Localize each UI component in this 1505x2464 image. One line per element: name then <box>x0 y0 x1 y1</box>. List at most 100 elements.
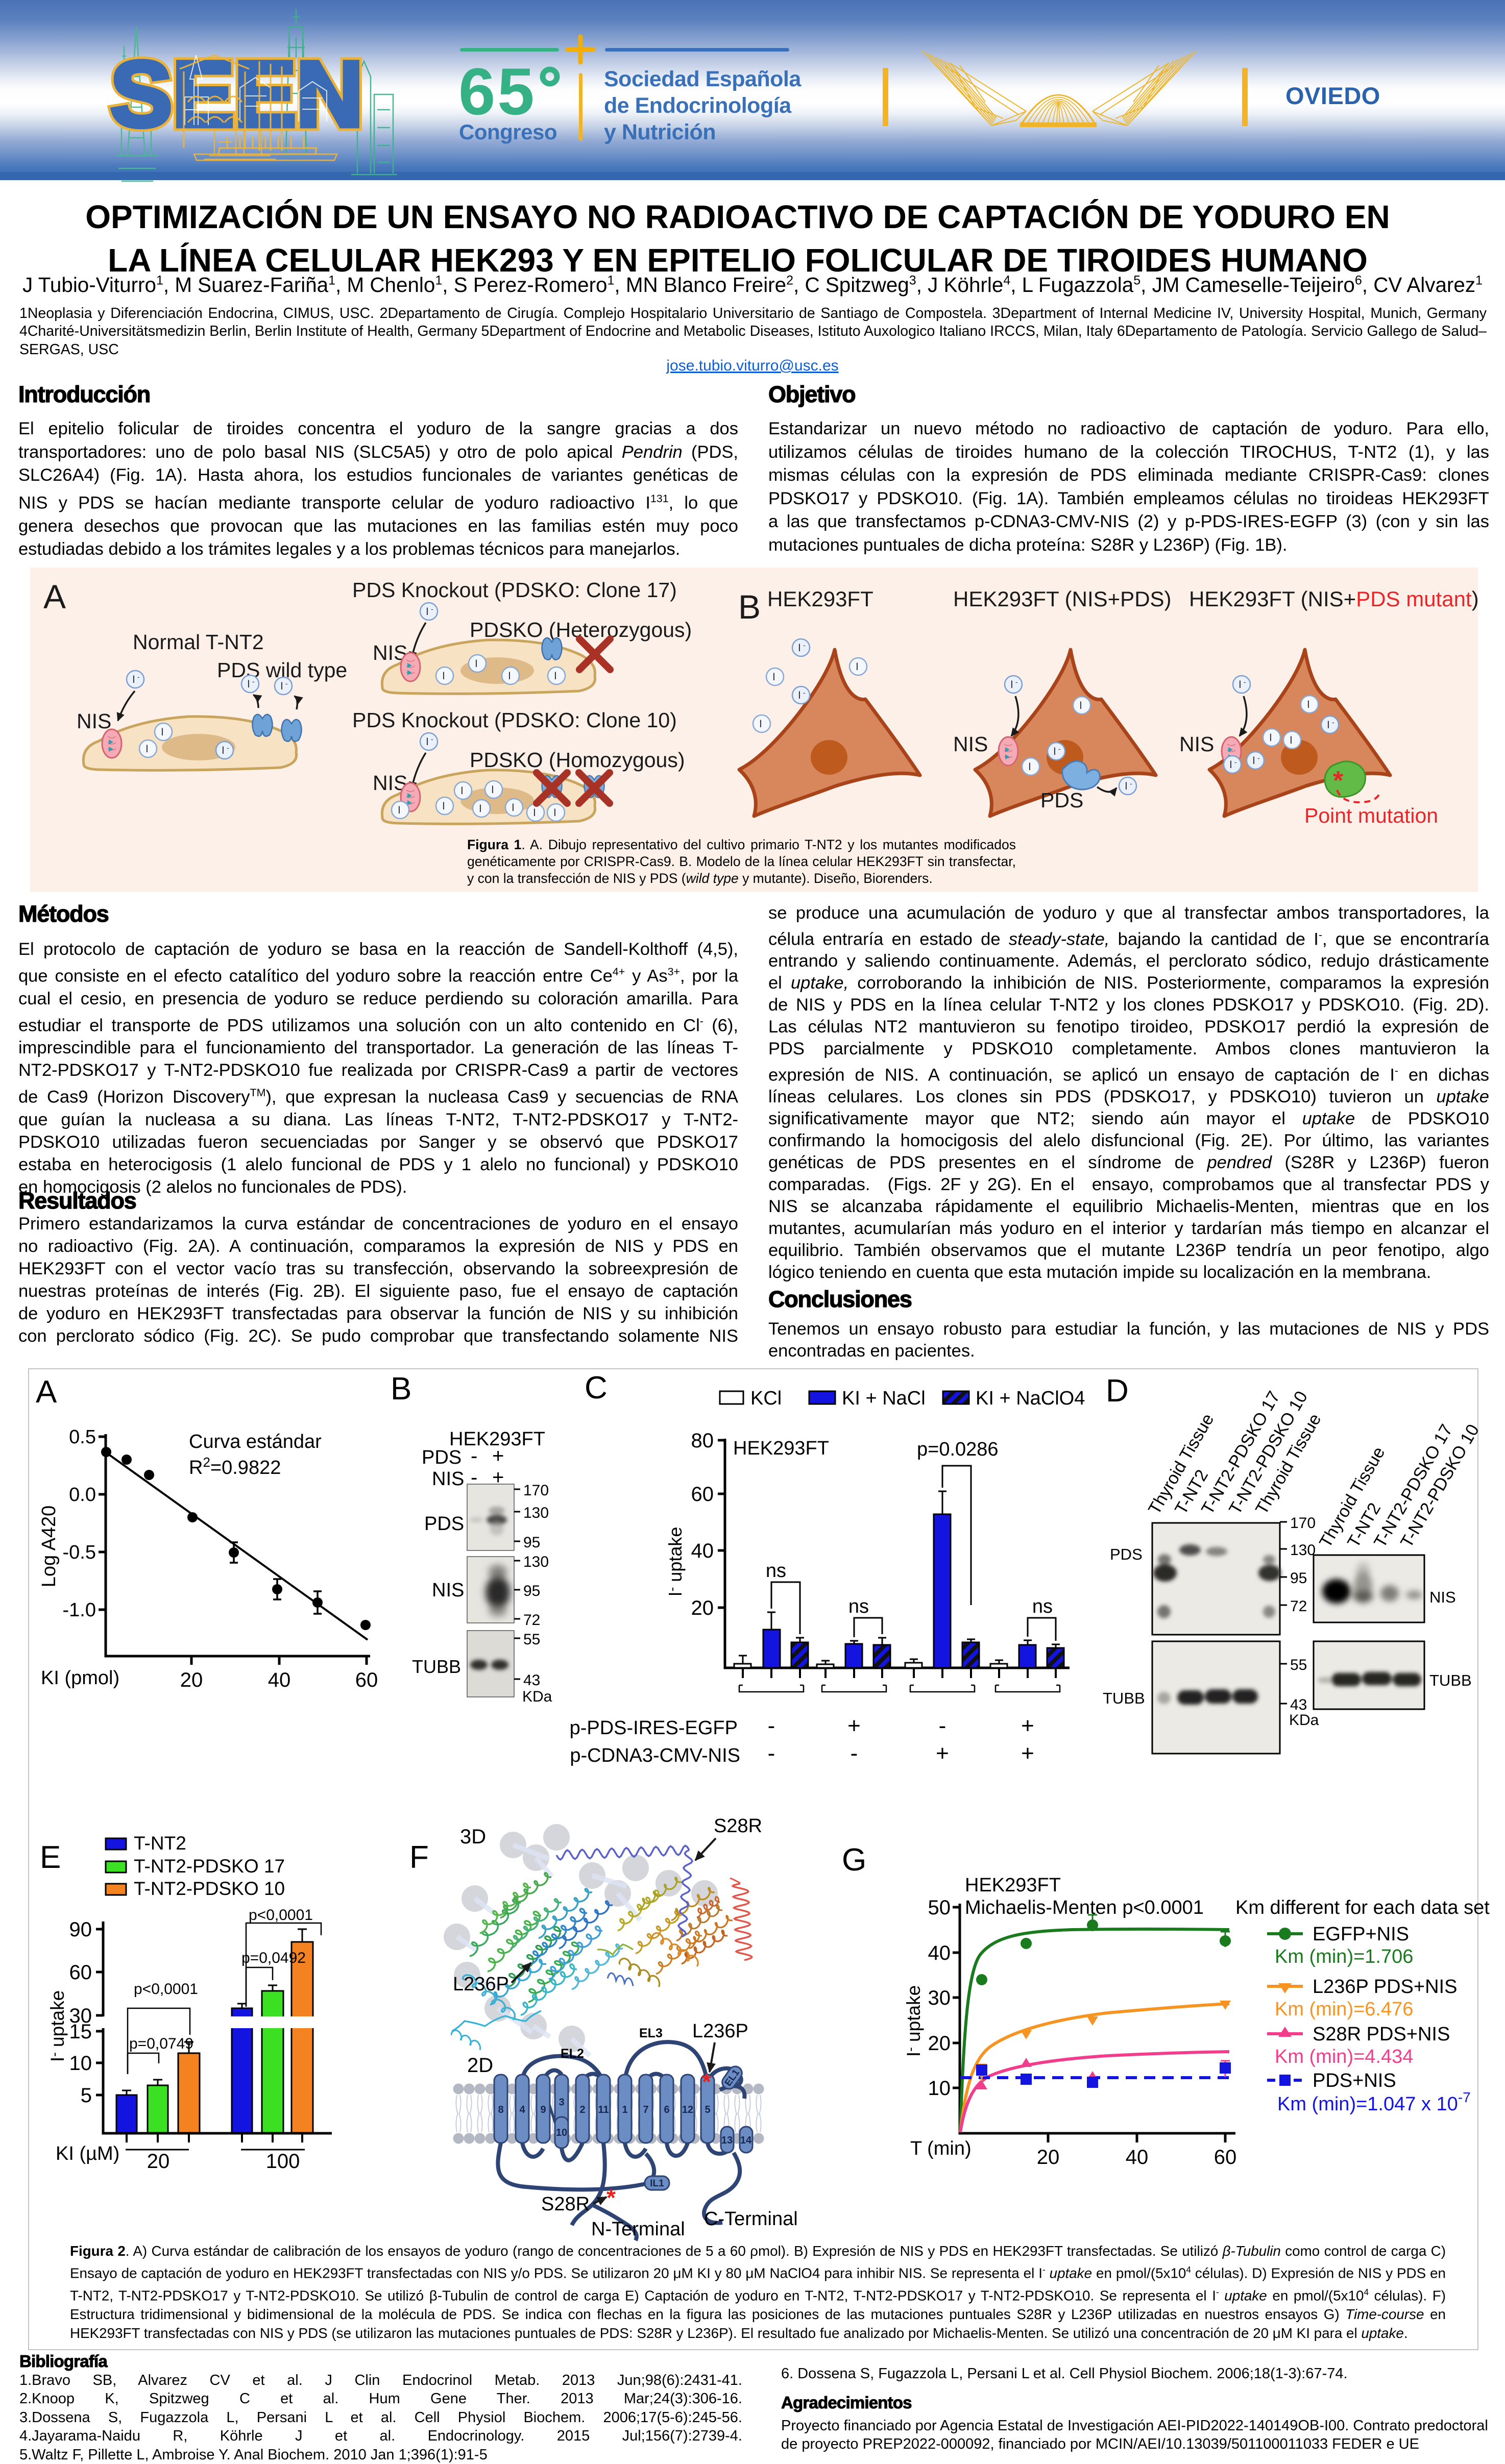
svg-text:10: 10 <box>556 2127 567 2138</box>
svg-text:50: 50 <box>928 1896 951 1919</box>
svg-text:N-Terminal: N-Terminal <box>591 2219 685 2240</box>
svg-text:60: 60 <box>691 1483 714 1506</box>
svg-text:*: * <box>606 2184 616 2211</box>
svg-text:B: B <box>738 588 761 626</box>
svg-text:A: A <box>43 578 66 615</box>
svg-text:C: C <box>585 1370 608 1406</box>
svg-text:B: B <box>391 1371 411 1407</box>
svg-text:130: 130 <box>523 1505 549 1521</box>
svg-text:20: 20 <box>147 2150 170 2173</box>
svg-text:Curva estándar: Curva estándar <box>189 1431 322 1452</box>
svg-text:170: 170 <box>523 1482 549 1499</box>
svg-text:L236P: L236P <box>692 2021 748 2042</box>
svg-text:PDS: PDS <box>422 1447 462 1468</box>
svg-text:EL3: EL3 <box>639 2026 663 2040</box>
svg-text:95: 95 <box>1290 1570 1307 1587</box>
svg-text:G: G <box>842 1842 866 1878</box>
svg-text:7: 7 <box>643 2104 648 2115</box>
svg-text:R2=0.9822: R2=0.9822 <box>189 1455 281 1479</box>
svg-text:30: 30 <box>928 1987 951 2009</box>
svg-text:NIS: NIS <box>953 732 988 756</box>
svg-text:55: 55 <box>1290 1657 1307 1673</box>
svg-text:PDS Knockout (PDSKO: Clone 10): PDS Knockout (PDSKO: Clone 10) <box>352 708 677 732</box>
svg-text:-: - <box>471 1445 477 1467</box>
svg-text:KI (pmol): KI (pmol) <box>41 1667 119 1689</box>
svg-text:T (min): T (min) <box>910 2138 972 2159</box>
svg-text:de Endocrinología: de Endocrinología <box>604 93 792 118</box>
svg-text:72: 72 <box>1290 1598 1307 1615</box>
svg-text:10: 10 <box>69 2052 92 2075</box>
svg-text:OVIEDO: OVIEDO <box>1285 82 1380 109</box>
svg-text:0.0: 0.0 <box>69 1484 96 1506</box>
svg-text:5: 5 <box>81 2084 92 2107</box>
svg-text:20: 20 <box>928 2032 951 2055</box>
svg-text:SEEN: SEEN <box>110 42 363 146</box>
svg-text:72: 72 <box>523 1612 540 1629</box>
svg-text:130: 130 <box>523 1554 549 1570</box>
svg-text:PDS: PDS <box>1110 1545 1143 1563</box>
svg-text:TUBB: TUBB <box>1103 1689 1145 1707</box>
svg-text:30: 30 <box>69 2005 92 2027</box>
svg-text:80: 80 <box>691 1430 714 1452</box>
svg-text:y Nutrición: y Nutrición <box>604 120 716 144</box>
svg-text:HEK293FT (NIS+PDS): HEK293FT (NIS+PDS) <box>953 587 1172 611</box>
svg-text:KI (µM): KI (µM) <box>56 2143 119 2164</box>
svg-text:HEK293FT (NIS+PDS mutant): HEK293FT (NIS+PDS mutant) <box>1189 587 1479 611</box>
svg-text:6: 6 <box>664 2104 669 2115</box>
svg-text:+: + <box>936 1741 949 1766</box>
svg-text:S28R PDS+NIS: S28R PDS+NIS <box>1313 2024 1450 2045</box>
svg-text:p=0,0749: p=0,0749 <box>129 2035 193 2052</box>
svg-text:p<0,0001: p<0,0001 <box>249 1907 313 1924</box>
svg-text:ns: ns <box>1032 1596 1053 1617</box>
svg-text:-0.5: -0.5 <box>63 1542 96 1563</box>
svg-text:KI + NaCl: KI + NaCl <box>842 1388 926 1409</box>
svg-text:11: 11 <box>598 2104 609 2115</box>
svg-text:20: 20 <box>1037 2146 1060 2169</box>
svg-text:95: 95 <box>523 1534 540 1551</box>
svg-text:20: 20 <box>691 1597 714 1619</box>
svg-text:55: 55 <box>523 1631 540 1648</box>
svg-text:PDS Knockout (PDSKO: Clone 17): PDS Knockout (PDSKO: Clone 17) <box>352 578 677 602</box>
svg-text:12: 12 <box>682 2104 693 2115</box>
svg-text:EGFP+NIS: EGFP+NIS <box>1313 1924 1409 1945</box>
svg-text:IL1: IL1 <box>650 2178 664 2189</box>
svg-text:Km (min)=4.434: Km (min)=4.434 <box>1275 2046 1413 2067</box>
svg-text:0.5: 0.5 <box>69 1426 96 1448</box>
svg-text:-: - <box>939 1713 946 1738</box>
svg-text:Km (min)=6.476: Km (min)=6.476 <box>1275 1999 1413 2020</box>
svg-text:S28R: S28R <box>714 1815 762 1837</box>
svg-text:-: - <box>768 1741 775 1766</box>
svg-text:+: + <box>847 1713 861 1738</box>
svg-text:-: - <box>471 1466 477 1489</box>
svg-text:T-NT2-PDSKO 17: T-NT2-PDSKO 17 <box>134 1856 285 1877</box>
svg-text:F: F <box>409 1840 429 1875</box>
svg-text:p<0,0001: p<0,0001 <box>134 1981 198 1998</box>
svg-text:NIS: NIS <box>432 1580 464 1601</box>
svg-text:3D: 3D <box>460 1826 486 1848</box>
svg-text:TUBB: TUBB <box>1429 1671 1472 1689</box>
svg-text:S28R: S28R <box>541 2194 590 2215</box>
svg-text:-: - <box>851 1741 858 1766</box>
svg-text:95: 95 <box>523 1583 540 1599</box>
svg-text:KDa: KDa <box>522 1688 552 1705</box>
svg-text:-1.0: -1.0 <box>63 1599 96 1621</box>
svg-text:PDS: PDS <box>1040 789 1083 812</box>
svg-text:NIS: NIS <box>77 709 111 733</box>
svg-text:4: 4 <box>519 2104 525 2115</box>
svg-text:PDSKO (Homozygous): PDSKO (Homozygous) <box>470 748 685 772</box>
svg-text:+: + <box>492 1445 504 1467</box>
svg-text:90: 90 <box>69 1918 92 1941</box>
svg-text:+: + <box>1021 1713 1034 1738</box>
svg-text:p-PDS-IRES-EGFP: p-PDS-IRES-EGFP <box>570 1717 738 1739</box>
svg-text:15: 15 <box>69 2021 92 2043</box>
svg-text:C-Terminal: C-Terminal <box>704 2208 798 2230</box>
svg-text:100: 100 <box>266 2150 300 2173</box>
svg-text:Congreso: Congreso <box>459 120 557 144</box>
svg-text:60: 60 <box>1214 2146 1237 2169</box>
svg-text:TUBB: TUBB <box>412 1656 461 1677</box>
svg-text:Normal T-NT2: Normal T-NT2 <box>133 630 264 654</box>
svg-text:2D: 2D <box>467 2054 493 2077</box>
svg-text:PDS+NIS: PDS+NIS <box>1313 2070 1396 2091</box>
svg-text:ns: ns <box>766 1560 786 1582</box>
svg-text:KI + NaClO4: KI + NaClO4 <box>976 1388 1085 1409</box>
